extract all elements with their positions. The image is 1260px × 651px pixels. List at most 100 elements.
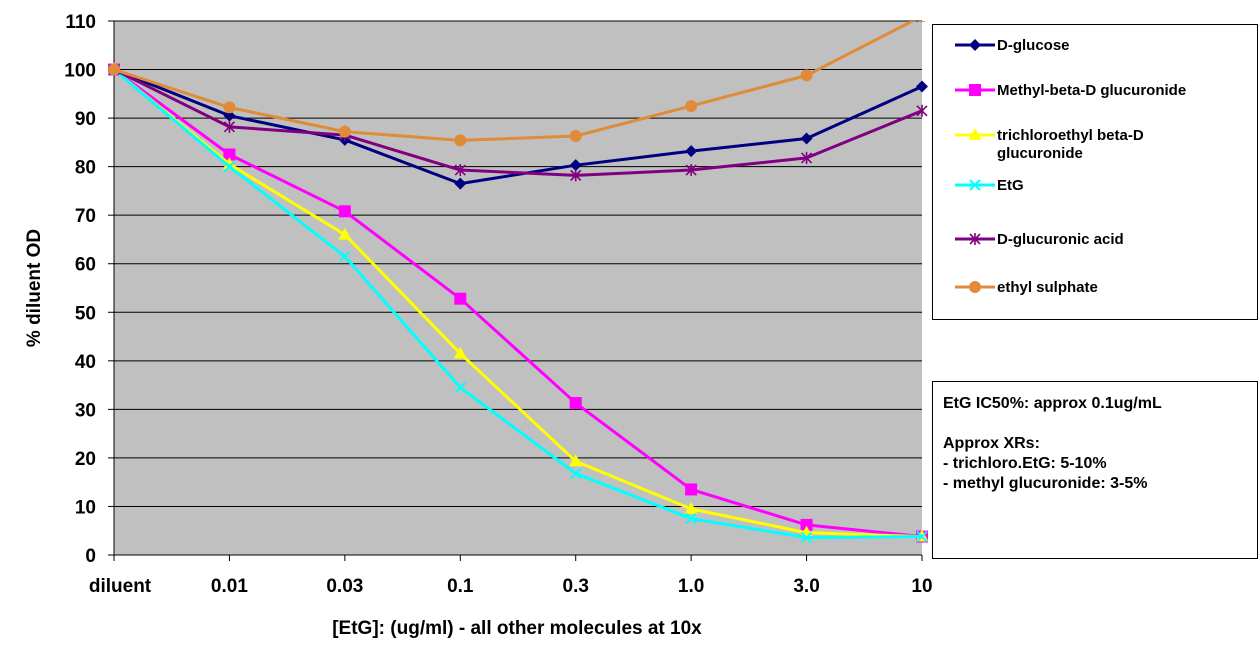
point-etg-4 (570, 467, 582, 480)
point-d-glucose-1 (223, 109, 236, 122)
legend-marker-etg (969, 179, 981, 191)
legend-label-trichloroethyl-beta-d-glucuronide-1: glucuronide (997, 145, 1083, 162)
y-tick-label-50: 50 (75, 303, 96, 324)
legend-item-d-glucose: D-glucose (955, 37, 1070, 54)
line-trichloroethyl-beta-d-glucuronide (113, 68, 923, 539)
legend-item-methyl-beta-d-glucuronide: Methyl-beta-D glucuronide (955, 82, 1186, 99)
x-tick-labels: diluent 0.01 0.03 0.1 0.3 1.0 3.0 10 (89, 576, 933, 597)
series-etg (108, 63, 928, 544)
y-tick-label-90: 90 (75, 109, 96, 130)
point-etg-2 (339, 250, 351, 263)
legend-marker-etg-stroke-b (969, 179, 981, 191)
legend-label-trichloroethyl-beta-d-glucuronide: trichloroethyl beta-D (997, 127, 1144, 144)
legend-label-d-glucuronic-acid: D-glucuronic acid (997, 231, 1124, 248)
point-trichloroethyl-beta-d-glucuronide-5 (684, 501, 698, 514)
point-etg-3-stroke-b (454, 381, 466, 394)
point-ethyl-sulphate-5 (685, 99, 698, 112)
x-tick-label-2: 0.03 (326, 576, 363, 597)
point-etg-7 (916, 530, 928, 543)
point-d-glucose-5 (685, 145, 698, 158)
point-ethyl-sulphate-3 (454, 134, 467, 147)
point-etg-6-stroke-b (800, 531, 813, 544)
xr-heading: Approx XRs: (943, 435, 1040, 452)
y-tick-labels: 0 10 20 30 40 50 60 70 80 90 100 110 (64, 12, 96, 567)
legend-item-etg: EtG (955, 177, 1024, 194)
note-spacer (943, 414, 1247, 434)
point-trichloroethyl-beta-d-glucuronide-1 (222, 157, 236, 170)
point-d-glucose-3 (454, 177, 467, 190)
y-tick-label-100: 100 (64, 61, 96, 82)
point-d-glucose-7 (916, 80, 928, 93)
legend-marker-d-glucuronic-acid (969, 233, 981, 245)
point-methyl-beta-d-glucuronide-5 (685, 483, 698, 496)
line-etg (113, 68, 923, 540)
point-etg-4-stroke-b (570, 467, 582, 480)
x-axis-title: [EtG]: (ug/ml) - all other molecules at … (332, 618, 702, 639)
point-trichloroethyl-beta-d-glucuronide-2 (338, 227, 352, 240)
legend-label-etg: EtG (997, 177, 1024, 194)
point-etg-1-stroke-b (223, 160, 236, 173)
y-tick-label-110: 110 (65, 12, 96, 33)
legend-marker-d-glucose (969, 39, 981, 51)
y-tick-label-60: 60 (75, 255, 96, 276)
point-ethyl-sulphate-1 (223, 101, 236, 114)
point-trichloroethyl-beta-d-glucuronide-4 (569, 454, 583, 467)
point-d-glucose-6 (800, 132, 813, 145)
point-d-glucuronic-acid-1 (223, 120, 235, 133)
y-tick-label-20: 20 (75, 449, 96, 470)
x-tick-label-7: 10 (911, 576, 932, 597)
point-etg-7-stroke-b (916, 530, 928, 543)
legend-label-ethyl-sulphate: ethyl sulphate (997, 279, 1098, 296)
y-tick-label-0: 0 (85, 546, 96, 567)
series-group (107, 21, 929, 544)
point-etg-3 (454, 381, 466, 394)
x-tick-label-1: 0.01 (211, 576, 248, 597)
point-methyl-beta-d-glucuronide-6 (800, 518, 813, 531)
legend-label-d-glucose: D-glucose (997, 37, 1070, 54)
legend-marker-trichloroethyl-beta-d-glucuronide (968, 128, 982, 140)
y-tick-label-80: 80 (75, 158, 96, 179)
point-trichloroethyl-beta-d-glucuronide-3 (453, 346, 467, 359)
ic50-note: EtG IC50%: approx 0.1ug/mL (943, 395, 1162, 412)
y-tick-label-70: 70 (75, 206, 96, 227)
annotation-box: EtG IC50%: approx 0.1ug/mL Approx XRs: -… (932, 381, 1258, 559)
y-tick-label-40: 40 (75, 352, 96, 373)
line-ethyl-sulphate (113, 21, 916, 142)
y-tick-label-10: 10 (75, 497, 96, 518)
y-axis-title: % diluent OD (24, 229, 45, 347)
point-methyl-beta-d-glucuronide-1 (223, 148, 236, 161)
point-d-glucuronic-acid-6 (801, 151, 813, 164)
series-d-glucuronic-acid (108, 63, 928, 182)
point-d-glucuronic-acid-3 (454, 164, 466, 177)
point-ethyl-sulphate-4 (569, 130, 582, 143)
point-etg-2-stroke-b (339, 250, 351, 263)
plot-area (114, 21, 922, 555)
point-methyl-beta-d-glucuronide-4 (569, 397, 582, 410)
point-etg-1 (223, 160, 236, 173)
series-ethyl-sulphate (108, 21, 926, 147)
x-tick-label-3: 0.1 (447, 576, 474, 597)
legend-entries: D-glucose Methyl-beta-D glucuronide trichl… (955, 37, 1186, 296)
legend-item-d-glucuronic-acid: D-glucuronic acid (955, 231, 1124, 248)
legend-item-ethyl-sulphate: ethyl sulphate (955, 279, 1098, 296)
point-d-glucuronic-acid-5 (685, 164, 697, 177)
line-d-glucose (113, 68, 923, 186)
legend-marker-methyl-beta-d-glucuronide (969, 84, 981, 96)
x-tick-label-5: 1.0 (678, 576, 704, 597)
line-methyl-beta-d-glucuronide (113, 68, 923, 539)
point-ethyl-sulphate-6 (800, 69, 813, 82)
xr-methyl: - methyl glucuronide: 3-5% (943, 475, 1148, 492)
point-etg-5 (685, 512, 697, 525)
legend-marker-ethyl-sulphate (969, 281, 981, 293)
point-ethyl-sulphate-7 (918, 21, 926, 23)
point-etg-6 (800, 531, 813, 544)
xr-trichloro: - trichloro.EtG: 5-10% (943, 455, 1107, 472)
x-tick-label-6: 3.0 (793, 576, 819, 597)
point-ethyl-sulphate-2 (338, 125, 351, 138)
point-d-glucose-4 (569, 159, 582, 172)
point-methyl-beta-d-glucuronide-2 (338, 205, 351, 218)
x-tick-label-0: diluent (89, 576, 152, 597)
point-etg-5-stroke-b (685, 512, 697, 525)
point-methyl-beta-d-glucuronide-3 (454, 292, 467, 305)
